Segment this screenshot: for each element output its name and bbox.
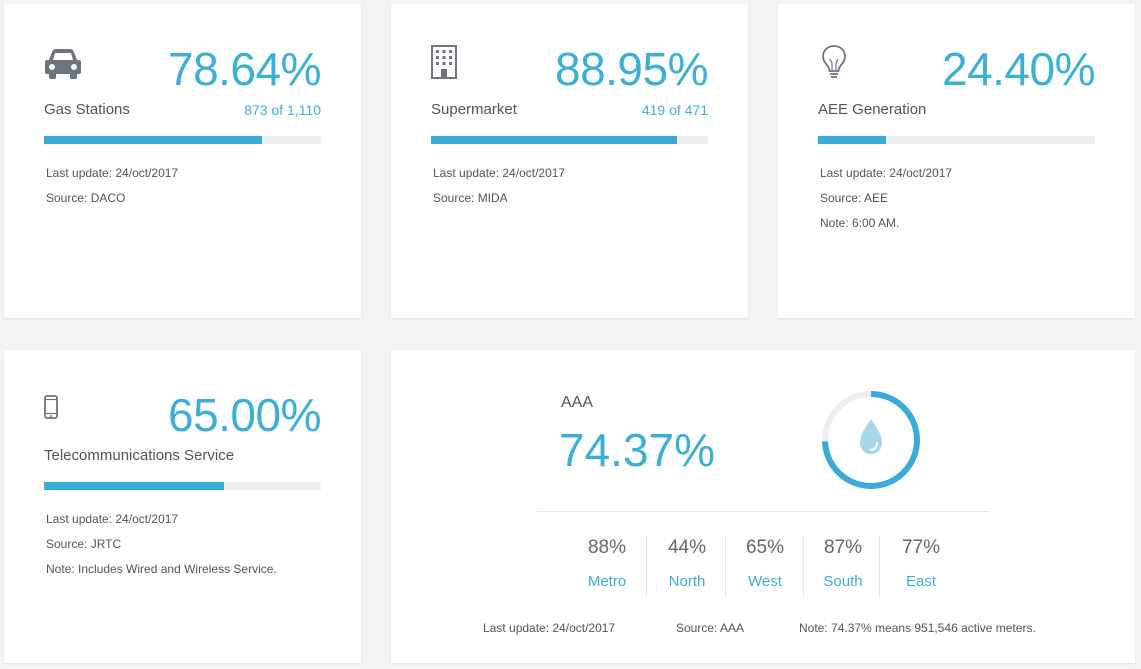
car-icon — [45, 49, 81, 79]
region-divider — [646, 536, 647, 598]
region-north-name[interactable]: North — [668, 573, 706, 590]
aee-generation-last-update: Last update: 24/oct/2017 — [820, 166, 953, 180]
region-east: 77% East — [882, 537, 960, 590]
region-south-name[interactable]: South — [823, 573, 863, 590]
gas-stations-meta: Last update: 24/oct/2017 Source: DACO — [46, 161, 178, 211]
aaa-last-update: Last update: 24/oct/2017 — [483, 621, 616, 635]
aaa-progress-ring — [822, 391, 920, 489]
water-drop-icon — [860, 419, 882, 454]
supermarket-last-update: Last update: 24/oct/2017 — [433, 166, 566, 180]
aee-generation-label: AEE Generation — [818, 101, 927, 118]
gas-stations-card: 78.64% Gas Stations 873 of 1,110 Last up… — [4, 4, 361, 318]
supermarket-source: Source: MIDA — [433, 191, 508, 205]
aaa-progress-ring-arc — [822, 391, 920, 489]
aaa-title: AAA — [561, 394, 594, 411]
region-north: 44% North — [648, 537, 726, 590]
region-metro: 88% Metro — [568, 537, 646, 590]
telecommunications-last-update: Last update: 24/oct/2017 — [46, 512, 179, 526]
telecommunications-progress-bar — [44, 482, 321, 490]
gas-stations-last-update: Last update: 24/oct/2017 — [46, 166, 179, 180]
region-divider — [725, 536, 726, 598]
aee-generation-percent: 24.40% — [941, 43, 1096, 95]
aaa-source: Source: AAA — [676, 621, 745, 635]
telecommunications-note: Note: Includes Wired and Wireless Servic… — [46, 562, 277, 576]
aaa-card: AAA 74.37% 88% Metro 44% North 65% West … — [391, 350, 1135, 663]
region-divider — [879, 536, 880, 598]
telecommunications-meta: Last update: 24/oct/2017 Source: JRTC No… — [46, 507, 277, 582]
region-metro-name[interactable]: Metro — [587, 573, 627, 590]
lightbulb-icon — [822, 45, 846, 78]
supermarket-progress-bar — [431, 136, 708, 144]
aee-generation-card: 24.40% AEE Generation Last update: 24/oc… — [778, 4, 1135, 318]
region-west: 65% West — [726, 537, 804, 590]
aee-generation-note: Note: 6:00 AM. — [820, 216, 900, 230]
mobile-phone-icon — [44, 395, 58, 419]
supermarket-progress-fill — [431, 136, 678, 144]
aee-generation-meta: Last update: 24/oct/2017 Source: AEE Not… — [820, 161, 952, 236]
region-west-percent: 65% — [745, 537, 785, 558]
region-north-percent: 44% — [667, 537, 707, 558]
gas-stations-progress-bar — [44, 136, 321, 144]
telecommunications-source: Source: JRTC — [46, 537, 122, 551]
aee-generation-progress-bar — [818, 136, 1095, 144]
region-metro-percent: 88% — [587, 537, 627, 558]
region-south: 87% South — [804, 537, 882, 590]
region-south-percent: 87% — [823, 537, 863, 558]
region-west-name[interactable]: West — [748, 573, 782, 590]
telecommunications-percent: 65.00% — [167, 389, 322, 441]
supermarket-percent: 88.95% — [554, 43, 709, 95]
gas-stations-percent: 78.64% — [167, 43, 322, 95]
region-east-name[interactable]: East — [905, 573, 936, 590]
aaa-note: Note: 74.37% means 951,546 active meters… — [799, 621, 1036, 635]
aaa-percent: 74.37% — [559, 424, 716, 476]
telecommunications-progress-fill — [44, 482, 225, 490]
aee-generation-progress-fill — [818, 136, 886, 144]
supermarket-meta: Last update: 24/oct/2017 Source: MIDA — [433, 161, 565, 211]
building-icon — [431, 45, 457, 79]
gas-stations-count: 873 of 1,110 — [244, 102, 321, 118]
telecommunications-card: 65.00% Telecommunications Service Last u… — [4, 350, 361, 663]
supermarket-count: 419 of 471 — [641, 102, 708, 118]
gas-stations-source: Source: DACO — [46, 191, 126, 205]
aaa-separator — [537, 511, 990, 512]
aee-generation-source: Source: AEE — [820, 191, 889, 205]
supermarket-label: Supermarket — [431, 101, 517, 118]
region-east-percent: 77% — [901, 537, 941, 558]
gas-stations-label: Gas Stations — [44, 101, 130, 118]
telecommunications-label: Telecommunications Service — [44, 447, 235, 464]
supermarket-card: 88.95% Supermarket 419 of 471 Last updat… — [391, 4, 748, 318]
region-divider — [803, 536, 804, 598]
gas-stations-progress-fill — [44, 136, 262, 144]
